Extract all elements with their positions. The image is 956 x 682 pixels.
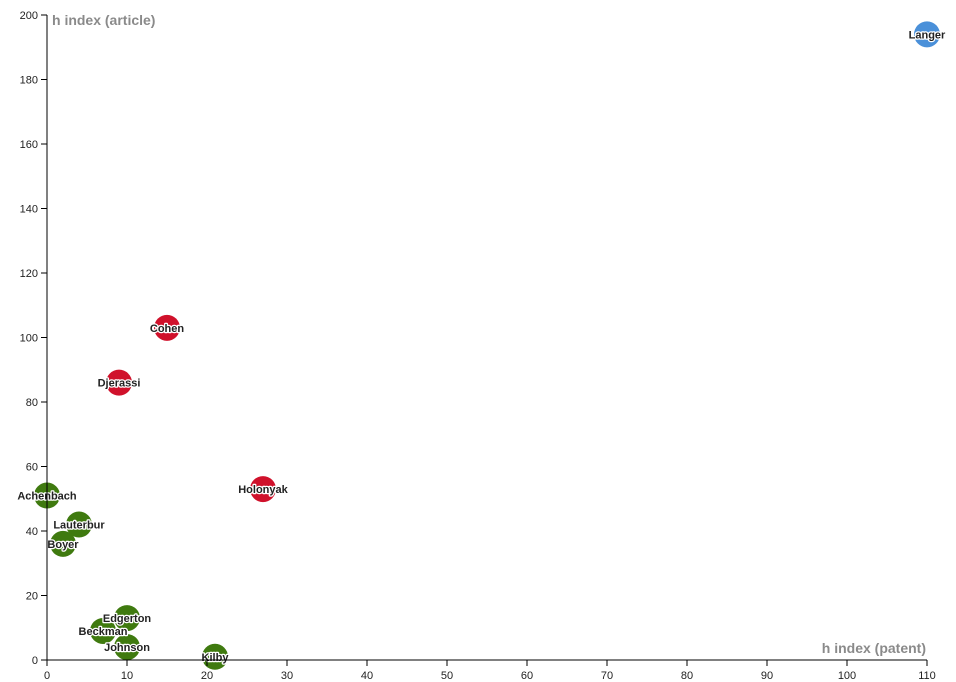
x-axis-title: h index (patent) — [822, 640, 926, 656]
x-tick-label: 30 — [281, 670, 293, 682]
x-tick-label: 50 — [441, 670, 453, 682]
y-tick-label: 20 — [26, 591, 38, 603]
y-tick-label: 160 — [20, 139, 38, 151]
point-label-boyer: Boyer — [47, 539, 79, 551]
data-point-johnson[interactable] — [114, 634, 140, 661]
data-point-langer[interactable] — [914, 21, 940, 48]
x-tick-label: 10 — [121, 670, 133, 682]
data-point-cohen[interactable] — [154, 314, 180, 341]
x-tick-label: 80 — [681, 670, 693, 682]
labels-layer: LangerCohenDjerassiHolonyakAchenbachLaut… — [16, 28, 947, 665]
data-point-lauterbur[interactable] — [66, 511, 92, 538]
points-layer — [34, 21, 940, 670]
x-tick-label: 60 — [521, 670, 533, 682]
y-tick-label: 40 — [26, 526, 38, 538]
y-tick-label: 180 — [20, 75, 38, 87]
point-label-holonyak: Holonyak — [238, 484, 288, 496]
point-label-johnson: Johnson — [104, 642, 150, 654]
x-axis-ticks: 0 10 20 30 40 50 60 70 80 90 100 110 — [44, 660, 936, 682]
y-tick-label: 80 — [26, 397, 38, 409]
point-label-kilby: Kilby — [202, 652, 230, 664]
point-label-lauterbur: Lauterbur — [53, 520, 105, 532]
point-label-cohen: Cohen — [150, 323, 185, 335]
x-tick-label: 20 — [201, 670, 213, 682]
x-tick-label: 100 — [838, 670, 856, 682]
x-tick-label: 70 — [601, 670, 613, 682]
y-axis-title: h index (article) — [52, 12, 155, 28]
x-tick-label: 0 — [44, 670, 50, 682]
y-tick-label: 100 — [20, 333, 38, 345]
y-tick-label: 120 — [20, 268, 38, 280]
x-tick-label: 40 — [361, 670, 373, 682]
y-tick-label: 140 — [20, 204, 38, 216]
point-label-djerassi: Djerassi — [98, 378, 141, 390]
data-point-edgerton[interactable] — [114, 605, 140, 632]
x-tick-label: 90 — [761, 670, 773, 682]
axes-layer: 0 10 20 30 40 50 60 70 80 90 100 110 0 20 40 60 80 100 12… — [20, 10, 936, 682]
data-point-kilby[interactable] — [202, 643, 228, 670]
y-axis-ticks: 0 20 40 60 80 100 120 140 160 180 200 — [20, 10, 47, 667]
data-point-djerassi[interactable] — [106, 369, 132, 396]
point-label-edgerton: Edgerton — [103, 613, 152, 625]
data-point-boyer[interactable] — [50, 530, 76, 557]
data-point-holonyak[interactable] — [250, 476, 276, 503]
point-label-beckman: Beckman — [79, 626, 128, 638]
x-tick-label: 110 — [918, 670, 936, 682]
data-point-beckman[interactable] — [90, 617, 116, 644]
y-tick-label: 60 — [26, 462, 38, 474]
point-label-langer: Langer — [909, 29, 946, 41]
y-tick-label: 0 — [32, 655, 38, 667]
y-tick-label: 200 — [20, 10, 38, 22]
